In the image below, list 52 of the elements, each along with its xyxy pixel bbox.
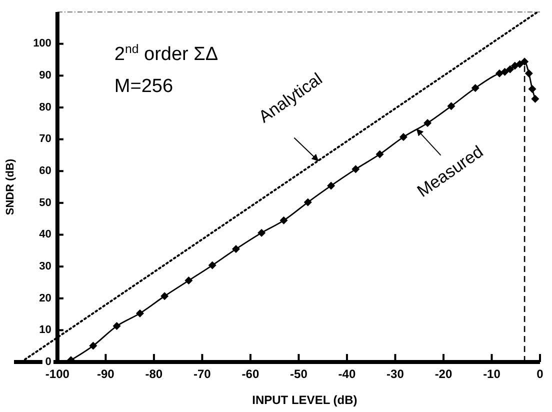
- y-tick-label: 10: [39, 324, 52, 336]
- y-tick-label: 20: [39, 292, 52, 304]
- x-tick-label: 0: [536, 367, 544, 381]
- x-tick-label: -20: [434, 367, 452, 381]
- point: [232, 245, 240, 254]
- point: [506, 65, 514, 74]
- y-tick-label: 80: [39, 101, 52, 114]
- point: [112, 322, 121, 330]
- point: [136, 309, 144, 318]
- point: [495, 69, 504, 78]
- y-tick-label: 60: [39, 164, 52, 177]
- point: [352, 165, 360, 174]
- point: [327, 182, 336, 190]
- x-tick-label: -90: [97, 367, 115, 381]
- x-tick-label: -40: [338, 367, 356, 381]
- point: [528, 85, 536, 93]
- point: [471, 84, 480, 92]
- point: [160, 292, 169, 300]
- point: [399, 133, 408, 142]
- y-tick-label: 30: [39, 260, 52, 272]
- point: [447, 102, 456, 110]
- point: [520, 58, 529, 66]
- x-tick-label: -10: [483, 367, 501, 381]
- point: [66, 356, 75, 364]
- annotation: M=256: [114, 76, 174, 97]
- x-tick-label: -70: [194, 367, 212, 381]
- point: [89, 342, 98, 350]
- y-tick-label: 100: [33, 38, 52, 50]
- annotation: 2$^{nd}$ order ΣΔ: [114, 42, 218, 65]
- y-tick-label: 50: [39, 196, 52, 209]
- point: [524, 69, 533, 78]
- x-tick-label: -80: [145, 367, 163, 381]
- y-tick-label: 70: [39, 133, 52, 146]
- point: [376, 150, 384, 158]
- y-tick-label: 90: [39, 70, 52, 82]
- point: [531, 94, 540, 103]
- point: [258, 228, 266, 237]
- point: [500, 68, 509, 76]
- x-tick-label: -60: [242, 367, 260, 381]
- point: [304, 198, 312, 206]
- y-axis-title: SNDR (dB): [4, 158, 16, 216]
- y-tick-label: 0: [45, 356, 52, 368]
- x-tick-label: -30: [386, 367, 404, 381]
- point: [516, 60, 524, 68]
- point: [184, 276, 193, 285]
- x-tick-label: -50: [290, 367, 308, 381]
- point: [208, 261, 216, 270]
- point: [424, 119, 432, 128]
- x-tick-label: -100: [45, 367, 70, 381]
- x-axis-title: INPUT LEVEL (dB): [252, 393, 358, 407]
- y-tick-label: 40: [39, 228, 52, 241]
- point: [280, 216, 288, 224]
